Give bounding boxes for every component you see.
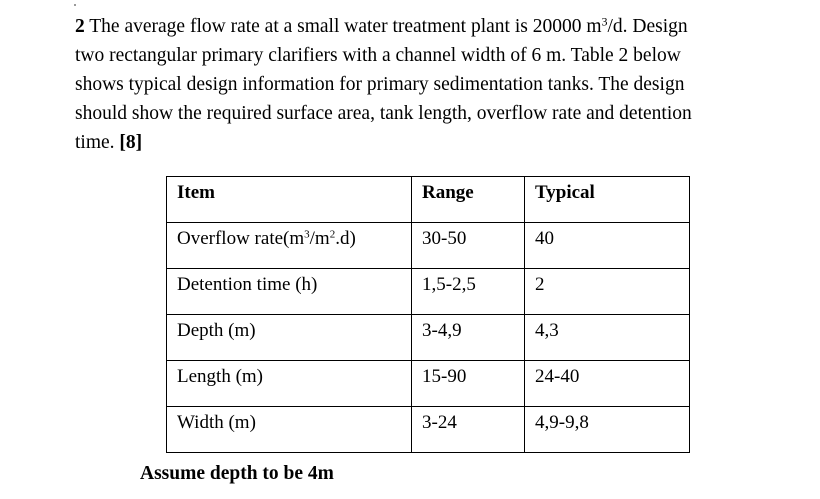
- unit-superscript: 3: [601, 14, 608, 29]
- cell-typical: 4,3: [524, 314, 690, 361]
- stray-mark: [74, 4, 76, 6]
- question-number: 2: [75, 16, 85, 37]
- question-marks: [8]: [119, 132, 143, 153]
- question-text: 2 The average flow rate at a small water…: [75, 12, 775, 157]
- table-row: Detention time (h) 1,5-2,5 2: [166, 268, 690, 315]
- question-line-1: 2 The average flow rate at a small water…: [75, 14, 688, 37]
- table-row: Length (m) 15-90 24-40: [166, 360, 690, 407]
- cell-typical: 24-40: [524, 360, 690, 407]
- table-row: Width (m) 3-24 4,9-9,8: [166, 406, 690, 453]
- cell-range: 3-4,9: [411, 314, 525, 361]
- cell-range: 30-50: [411, 222, 525, 269]
- cell-range: 3-24: [411, 406, 525, 453]
- cell-typical: 4,9-9,8: [524, 406, 690, 453]
- question-line-2: two rectangular primary clarifiers with …: [75, 45, 681, 66]
- cell-typical: 40: [524, 222, 690, 269]
- question-line-4: should show the required surface area, t…: [75, 103, 692, 124]
- header-typical: Typical: [524, 176, 690, 223]
- cell-range: 1,5-2,5: [411, 268, 525, 315]
- cell-item: Length (m): [166, 360, 412, 407]
- cell-item: Depth (m): [166, 314, 412, 361]
- table-row: Overflow rate(m3/m2.d) 30-50 40: [166, 222, 690, 269]
- cell-item: Detention time (h): [166, 268, 412, 315]
- assumption-note: Assume depth to be 4m: [140, 463, 334, 484]
- cell-item: Width (m): [166, 406, 412, 453]
- header-item: Item: [166, 176, 412, 223]
- cell-typical: 2: [524, 268, 690, 315]
- table-header-row: Item Range Typical: [166, 176, 690, 223]
- table-row: Depth (m) 3-4,9 4,3: [166, 314, 690, 361]
- header-range: Range: [411, 176, 525, 223]
- question-line-3: shows typical design information for pri…: [75, 74, 685, 95]
- cell-item: Overflow rate(m3/m2.d): [166, 222, 412, 269]
- design-info-table: Item Range Typical Overflow rate(m3/m2.d…: [166, 176, 690, 453]
- question-line-5: time. [8]: [75, 132, 143, 153]
- cell-range: 15-90: [411, 360, 525, 407]
